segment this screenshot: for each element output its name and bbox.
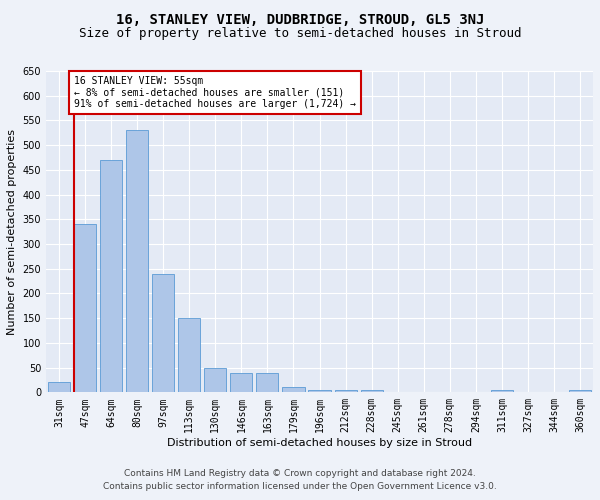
- Bar: [308, 390, 331, 392]
- Bar: [100, 160, 122, 392]
- Bar: [204, 368, 226, 392]
- Bar: [178, 318, 200, 392]
- Bar: [283, 388, 305, 392]
- Bar: [569, 390, 591, 392]
- X-axis label: Distribution of semi-detached houses by size in Stroud: Distribution of semi-detached houses by …: [167, 438, 472, 448]
- Text: Contains public sector information licensed under the Open Government Licence v3: Contains public sector information licen…: [103, 482, 497, 491]
- Bar: [256, 372, 278, 392]
- Bar: [48, 382, 70, 392]
- Text: Contains HM Land Registry data © Crown copyright and database right 2024.: Contains HM Land Registry data © Crown c…: [124, 468, 476, 477]
- Text: Size of property relative to semi-detached houses in Stroud: Size of property relative to semi-detach…: [79, 28, 521, 40]
- Bar: [230, 372, 253, 392]
- Bar: [335, 390, 356, 392]
- Text: 16, STANLEY VIEW, DUDBRIDGE, STROUD, GL5 3NJ: 16, STANLEY VIEW, DUDBRIDGE, STROUD, GL5…: [116, 12, 484, 26]
- Y-axis label: Number of semi-detached properties: Number of semi-detached properties: [7, 128, 17, 334]
- Bar: [152, 274, 174, 392]
- Text: 16 STANLEY VIEW: 55sqm
← 8% of semi-detached houses are smaller (151)
91% of sem: 16 STANLEY VIEW: 55sqm ← 8% of semi-deta…: [74, 76, 356, 109]
- Bar: [126, 130, 148, 392]
- Bar: [361, 390, 383, 392]
- Bar: [74, 224, 96, 392]
- Bar: [491, 390, 513, 392]
